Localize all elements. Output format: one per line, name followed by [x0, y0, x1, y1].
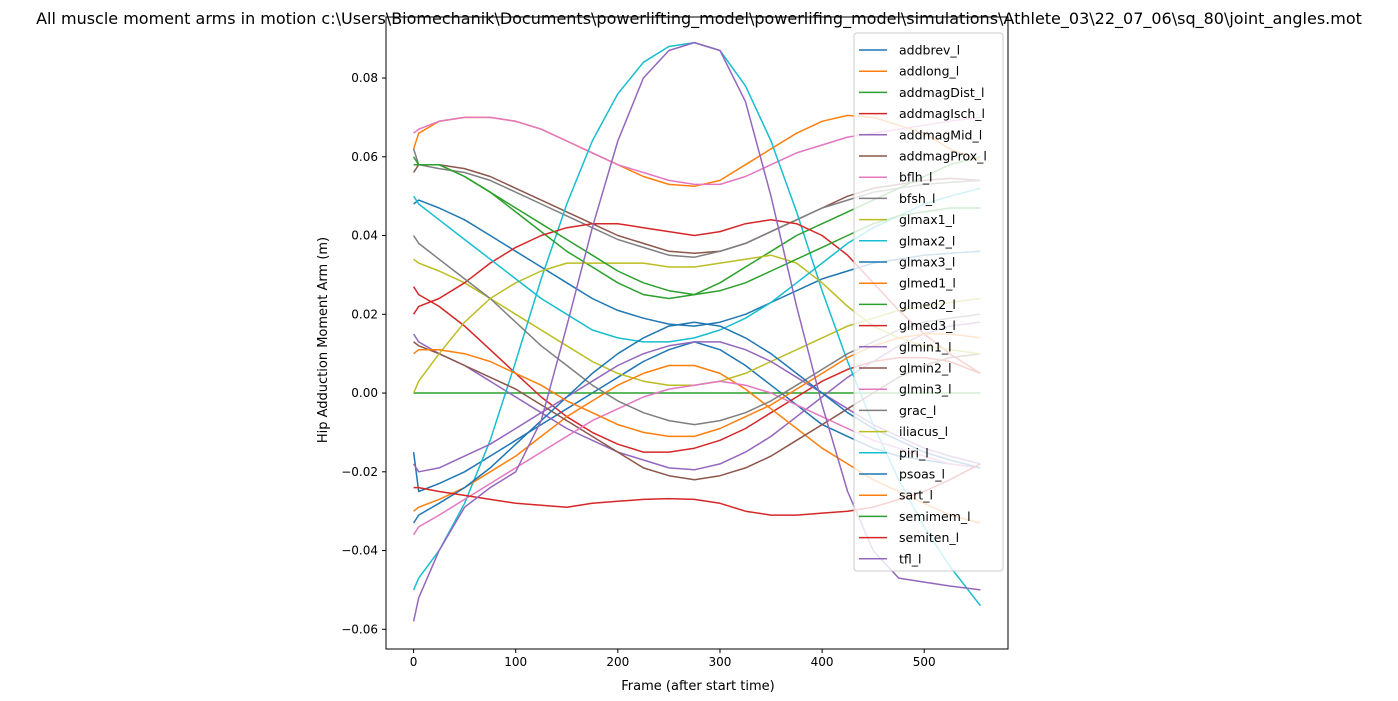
legend-label-addmagProx_l: addmagProx_l — [899, 149, 987, 164]
plot-frame — [385, 16, 1009, 650]
legend-box — [853, 32, 1004, 572]
x-axis-ticks: 0 100 200 300 400 500 — [410, 649, 936, 669]
y-tick-label: 0.00 — [351, 386, 378, 400]
legend-label-sart_l: sart_l — [899, 488, 933, 503]
x-tick-label: 500 — [913, 655, 936, 669]
legend-label-tfl_l: tfl_l — [899, 551, 922, 566]
x-tick-label: 300 — [709, 655, 732, 669]
legend-label-glmin2_l: glmin2_l — [899, 361, 952, 376]
chart-title: All muscle moment arms in motion c:\User… — [36, 9, 1362, 29]
legend-label-glmin3_l: glmin3_l — [899, 382, 952, 397]
legend-items: addbrev_l addlong_l addmagDist_l addmagIsch… — [859, 43, 987, 566]
legend-label-glmax1_l: glmax1_l — [899, 212, 955, 227]
x-tick-label: 200 — [606, 655, 629, 669]
x-tick-label: 100 — [504, 655, 527, 669]
legend-label-grac_l: grac_l — [899, 403, 936, 418]
y-tick-label: 0.08 — [351, 71, 378, 85]
legend-label-addmagMid_l: addmagMid_l — [899, 127, 982, 142]
legend: addbrev_l addlong_l addmagDist_l addmagIsch… — [853, 32, 1004, 572]
legend-label-addmagDist_l: addmagDist_l — [899, 85, 985, 100]
y-tick-label: −0.06 — [341, 622, 378, 636]
legend-label-glmed1_l: glmed1_l — [899, 276, 956, 291]
legend-label-piri_l: piri_l — [899, 445, 929, 460]
x-tick-label: 400 — [811, 655, 834, 669]
y-tick-label: 0.04 — [351, 229, 378, 243]
y-axis-ticks: −0.06 −0.04 −0.02 0.00 0.02 0.04 0.06 0.08 — [341, 71, 386, 636]
x-axis-label: Frame (after start time) — [621, 679, 774, 694]
x-tick-label: 0 — [410, 655, 418, 669]
legend-label-iliacus_l: iliacus_l — [899, 424, 948, 439]
y-axis-label: Hip Adduction Moment Arm (m) — [316, 237, 331, 443]
legend-label-glmin1_l: glmin1_l — [899, 339, 952, 354]
y-tick-label: 0.02 — [351, 307, 378, 321]
legend-label-addlong_l: addlong_l — [899, 64, 959, 79]
y-tick-label: −0.04 — [341, 544, 378, 558]
legend-label-glmed3_l: glmed3_l — [899, 318, 956, 333]
legend-label-addbrev_l: addbrev_l — [899, 43, 960, 58]
legend-label-glmax3_l: glmax3_l — [899, 255, 955, 270]
legend-label-semiten_l: semiten_l — [899, 530, 959, 545]
legend-label-addmagIsch_l: addmagIsch_l — [899, 106, 985, 121]
legend-label-glmax2_l: glmax2_l — [899, 233, 955, 248]
legend-label-bflh_l: bflh_l — [899, 170, 932, 185]
y-tick-label: 0.06 — [351, 150, 378, 164]
legend-label-semimem_l: semimem_l — [899, 509, 971, 524]
legend-label-psoas_l: psoas_l — [899, 467, 945, 482]
y-tick-label: −0.02 — [341, 465, 378, 479]
legend-label-bfsh_l: bfsh_l — [899, 191, 936, 206]
legend-label-glmed2_l: glmed2_l — [899, 297, 956, 312]
